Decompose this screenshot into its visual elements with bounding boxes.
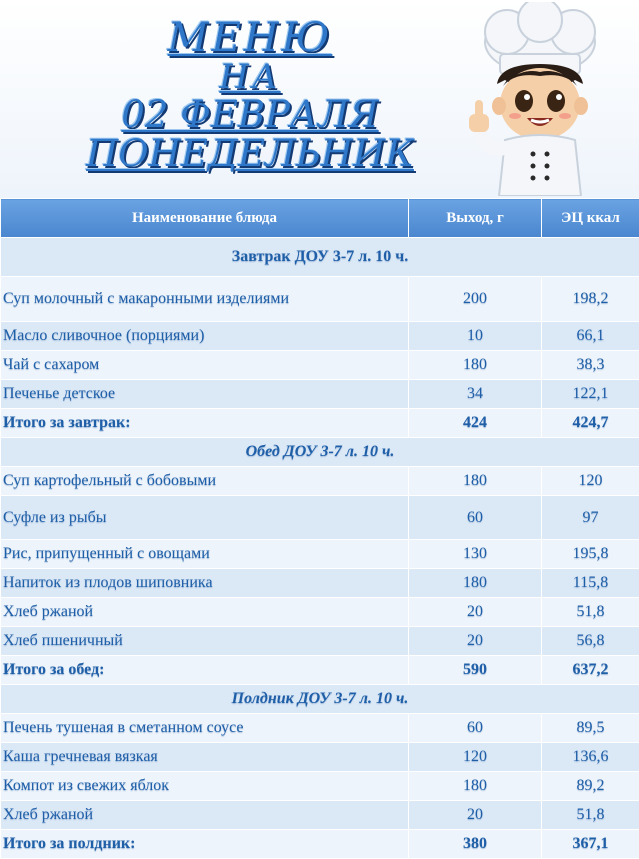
dish-yield: 34	[409, 380, 542, 409]
dish-name: Хлеб ржаной	[1, 801, 409, 830]
table-row: Компот из свежих яблок 180 89,2	[1, 772, 639, 801]
total-label: Итого за завтрак:	[1, 409, 409, 438]
dish-name: Чай с сахаром	[1, 351, 409, 380]
dish-name: Каша гречневая вязкая	[1, 743, 409, 772]
dish-yield: 20	[409, 627, 542, 656]
total-yield: 590	[409, 656, 542, 685]
total-kcal: 637,2	[542, 656, 639, 685]
dish-kcal: 115,8	[542, 569, 639, 598]
title-date: 02 ФЕВРАЛЯ	[55, 96, 445, 133]
dish-kcal: 89,5	[542, 714, 639, 743]
dish-name: Масло сливочное (порциями)	[1, 322, 409, 351]
dish-yield: 60	[409, 496, 542, 540]
dish-kcal: 66,1	[542, 322, 639, 351]
section-lunch: Обед ДОУ 3-7 л. 10 ч.	[1, 438, 639, 467]
dish-kcal: 51,8	[542, 801, 639, 830]
total-kcal: 424,7	[542, 409, 639, 438]
total-yield: 380	[409, 830, 542, 859]
dish-name: Хлеб ржаной	[1, 598, 409, 627]
table-row: Хлеб ржаной 20 51,8	[1, 598, 639, 627]
table-row: Печень тушеная в сметанном соусе 60 89,5	[1, 714, 639, 743]
dish-yield: 180	[409, 569, 542, 598]
dish-name: Хлеб пшеничный	[1, 627, 409, 656]
total-label: Итого за обед:	[1, 656, 409, 685]
dish-yield: 200	[409, 277, 542, 322]
total-row-breakfast: Итого за завтрак: 424 424,7	[1, 409, 639, 438]
dish-kcal: 97	[542, 496, 639, 540]
table-row: Каша гречневая вязкая 120 136,6	[1, 743, 639, 772]
dish-yield: 130	[409, 540, 542, 569]
table-header-row: Наименование блюда Выход, г ЭЦ ккал	[1, 199, 639, 238]
total-kcal: 367,1	[542, 830, 639, 859]
section-title: Полдник ДОУ 3-7 л. 10 ч.	[1, 685, 639, 714]
chef-mascot-icon	[455, 2, 625, 196]
dish-name: Компот из свежих яблок	[1, 772, 409, 801]
dish-name: Напиток из плодов шиповника	[1, 569, 409, 598]
column-header-yield: Выход, г	[409, 199, 542, 238]
title-on: НА	[55, 60, 445, 94]
dish-kcal: 198,2	[542, 277, 639, 322]
total-label: Итого за полдник:	[1, 830, 409, 859]
total-yield: 424	[409, 409, 542, 438]
dish-kcal: 89,2	[542, 772, 639, 801]
dish-yield: 20	[409, 598, 542, 627]
dish-kcal: 136,6	[542, 743, 639, 772]
table-row: Чай с сахаром 180 38,3	[1, 351, 639, 380]
dish-name: Печень тушеная в сметанном соусе	[1, 714, 409, 743]
total-row-snack: Итого за полдник: 380 367,1	[1, 830, 639, 859]
column-header-kcal: ЭЦ ккал	[542, 199, 639, 238]
menu-table: Наименование блюда Выход, г ЭЦ ккал Завт…	[0, 198, 639, 859]
dish-name: Суп молочный с макаронными изделиями	[1, 277, 409, 322]
dish-kcal: 56,8	[542, 627, 639, 656]
title-weekday: ПОНЕДЕЛЬНИК	[55, 135, 445, 172]
title-menu: МЕНЮ	[55, 18, 445, 58]
dish-kcal: 195,8	[542, 540, 639, 569]
table-row: Хлеб пшеничный 20 56,8	[1, 627, 639, 656]
dish-kcal: 51,8	[542, 598, 639, 627]
dish-yield: 180	[409, 351, 542, 380]
dish-name: Рис, припущенный с овощами	[1, 540, 409, 569]
total-row-lunch: Итого за обед: 590 637,2	[1, 656, 639, 685]
table-row: Печенье детское 34 122,1	[1, 380, 639, 409]
dish-name: Суп картофельный с бобовыми	[1, 467, 409, 496]
dish-kcal: 38,3	[542, 351, 639, 380]
column-header-name: Наименование блюда	[1, 199, 409, 238]
table-row: Суп картофельный с бобовыми 180 120	[1, 467, 639, 496]
table-row: Суп молочный с макаронными изделиями 200…	[1, 277, 639, 322]
dish-name: Суфле из рыбы	[1, 496, 409, 540]
menu-header: МЕНЮ НА 02 ФЕВРАЛЯ ПОНЕДЕЛЬНИК	[0, 0, 639, 198]
dish-yield: 120	[409, 743, 542, 772]
dish-kcal: 122,1	[542, 380, 639, 409]
section-snack: Полдник ДОУ 3-7 л. 10 ч.	[1, 685, 639, 714]
dish-yield: 180	[409, 772, 542, 801]
dish-kcal: 120	[542, 467, 639, 496]
table-row: Рис, припущенный с овощами 130 195,8	[1, 540, 639, 569]
table-row: Масло сливочное (порциями) 10 66,1	[1, 322, 639, 351]
table-row: Суфле из рыбы 60 97	[1, 496, 639, 540]
section-breakfast: Завтрак ДОУ 3-7 л. 10 ч.	[1, 238, 639, 277]
section-title: Завтрак ДОУ 3-7 л. 10 ч.	[1, 238, 639, 277]
table-row: Напиток из плодов шиповника 180 115,8	[1, 569, 639, 598]
table-row: Хлеб ржаной 20 51,8	[1, 801, 639, 830]
dish-yield: 10	[409, 322, 542, 351]
section-title: Обед ДОУ 3-7 л. 10 ч.	[1, 438, 639, 467]
dish-yield: 20	[409, 801, 542, 830]
dish-yield: 60	[409, 714, 542, 743]
dish-name: Печенье детское	[1, 380, 409, 409]
menu-title: МЕНЮ НА 02 ФЕВРАЛЯ ПОНЕДЕЛЬНИК	[55, 18, 445, 172]
dish-yield: 180	[409, 467, 542, 496]
